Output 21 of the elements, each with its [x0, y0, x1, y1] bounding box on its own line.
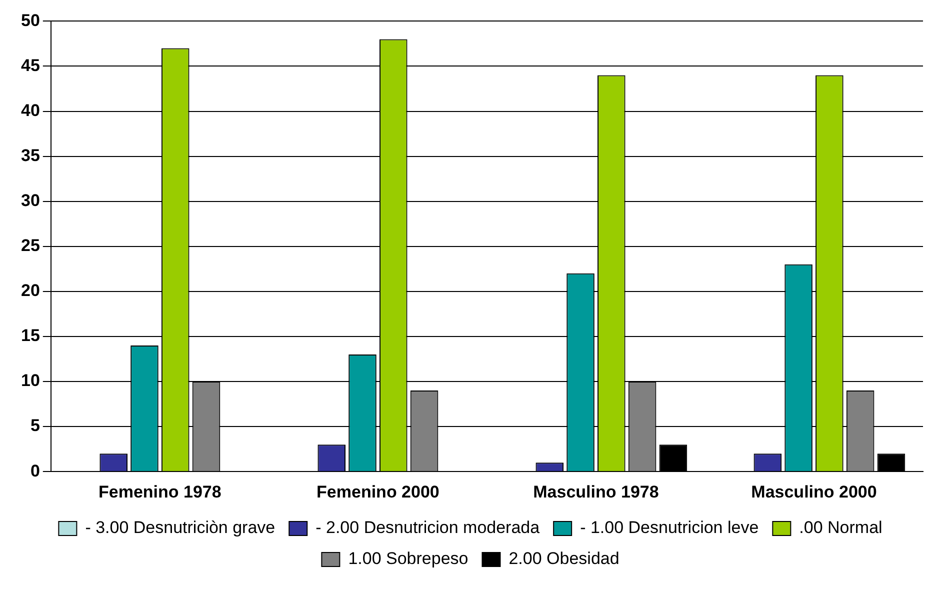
- y-tick-label: 25: [20, 236, 40, 256]
- legend-label: 2.00 Obesidad: [508, 549, 620, 568]
- y-tick-label: 20: [20, 281, 40, 300]
- y-tick-label: 10: [20, 371, 40, 390]
- x-tick-label: Masculino 1978: [533, 482, 659, 502]
- legend-label: - 1.00 Desnutricion leve: [580, 518, 759, 538]
- legend-label: .00 Normal: [799, 518, 882, 538]
- legend-label: - 2.00 Desnutricion moderada: [316, 518, 540, 538]
- y-tick-label: 50: [20, 10, 40, 30]
- legend-label: - 3.00 Desnutriciòn grave: [85, 518, 276, 538]
- y-tick-label: 35: [20, 146, 40, 166]
- y-tick-label: 40: [20, 100, 40, 120]
- legend-label: 1.00 Sobrepeso: [348, 549, 468, 568]
- x-tick-label: Femenino 2000: [316, 482, 440, 502]
- y-tick-label: 30: [20, 191, 40, 210]
- x-tick-label: Masculino 2000: [751, 482, 877, 502]
- y-tick-label: 45: [20, 56, 40, 75]
- x-tick-label: Femenino 1978: [98, 482, 222, 502]
- y-tick-label: 5: [30, 416, 40, 436]
- y-tick-label: 0: [30, 461, 40, 480]
- y-tick-label: 15: [20, 326, 40, 346]
